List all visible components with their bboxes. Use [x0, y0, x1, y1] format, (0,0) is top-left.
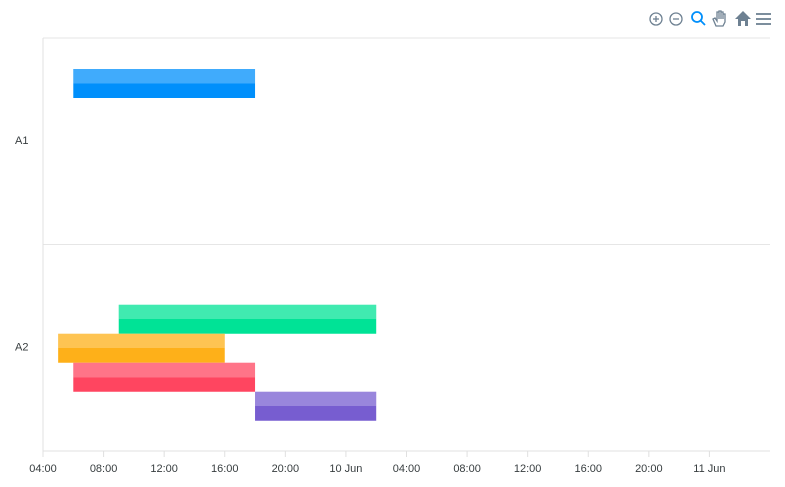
x-tick-label: 11 Jun [693, 463, 725, 475]
x-tick-label: 10 Jun [329, 463, 362, 475]
x-tick-label: 08:00 [453, 463, 481, 475]
zoom-in-button[interactable] [649, 12, 663, 26]
bar-sheen [255, 391, 377, 421]
menu-button[interactable] [756, 13, 771, 25]
x-tick-label: 08:00 [90, 463, 118, 475]
pan-button[interactable] [712, 10, 726, 27]
y-tick-label: A1 [15, 135, 28, 147]
x-tick-label: 04:00 [393, 463, 421, 475]
reset-button[interactable] [735, 11, 751, 26]
x-tick-label: 12:00 [150, 463, 178, 475]
bar-sheen [58, 333, 225, 363]
x-tick-label: 16:00 [574, 463, 602, 475]
x-tick-label: 04:00 [29, 463, 57, 475]
y-tick-label: A2 [15, 342, 28, 354]
bar-sheen [118, 304, 377, 334]
x-tick-label: 12:00 [514, 463, 542, 475]
x-tick-label: 20:00 [635, 463, 663, 475]
bar-sheen [73, 69, 256, 98]
x-tick-label: 16:00 [211, 463, 239, 475]
selection-zoom-button[interactable] [691, 11, 706, 26]
zoom-out-button[interactable] [669, 12, 683, 26]
toolbar [649, 10, 771, 27]
plot-area: A1 A2 04:00 08:00 12:00 16:00 20:00 10 Jun 04:00… [15, 37, 770, 475]
bar-sheen [73, 362, 256, 392]
x-tick-label: 20:00 [272, 463, 300, 475]
